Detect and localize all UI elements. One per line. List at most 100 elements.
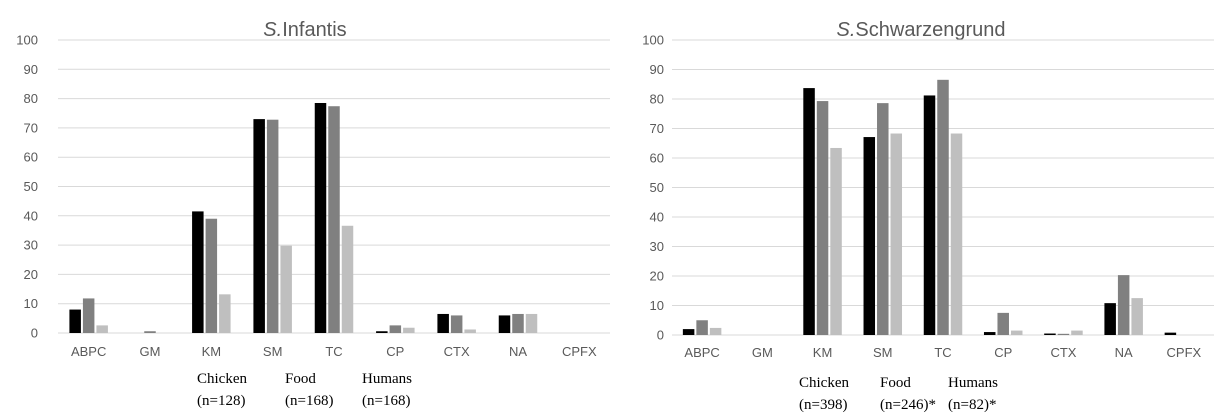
bar-humans-tc — [950, 133, 963, 335]
bar-humans-sm — [280, 245, 292, 333]
bar-chicken-na — [498, 315, 511, 333]
bar-chicken-sm — [863, 137, 876, 335]
series-label: Chicken — [197, 371, 247, 387]
bar-food-km — [816, 101, 829, 335]
y-tick-label: 0 — [31, 326, 38, 341]
chart-title-serovar: Infantis — [282, 19, 346, 41]
bar-food-cp — [389, 325, 402, 333]
bar-chicken-cpfx — [1164, 332, 1177, 335]
bar-chicken-km — [803, 88, 815, 336]
y-tick-label: 60 — [24, 150, 38, 165]
y-tick-label: 10 — [24, 296, 38, 311]
bar-chicken-tc — [923, 95, 936, 336]
y-tick-label: 40 — [24, 208, 38, 223]
bar-humans-na — [525, 313, 538, 333]
bar-humans-ctx — [464, 329, 476, 333]
x-tick-label: CPFX — [1167, 345, 1202, 360]
bar-food-tc — [937, 79, 949, 335]
bar-food-sm — [877, 103, 889, 335]
y-tick-label: 10 — [650, 298, 664, 313]
bar-chicken-ctx — [437, 313, 449, 333]
y-tick-label: 100 — [642, 33, 664, 48]
series-count-label: (n=168) — [362, 393, 410, 409]
series-count-label: (n=246)* — [880, 397, 936, 413]
bar-humans-sm — [890, 133, 903, 335]
x-tick-label: ABPC — [71, 344, 106, 359]
series-label: Humans — [362, 371, 412, 387]
bar-food-gm — [144, 331, 156, 333]
bar-food-ctx — [1057, 333, 1070, 335]
series-count-label: (n=128) — [197, 393, 245, 409]
bar-chicken-abpc — [682, 329, 695, 335]
y-tick-label: 90 — [650, 62, 664, 77]
bar-humans-abpc — [96, 325, 108, 333]
bar-humans-km — [219, 294, 231, 333]
x-tick-label: TC — [325, 344, 342, 359]
series-label: Food — [285, 371, 316, 387]
bar-humans-cp — [403, 327, 415, 333]
x-tick-label: NA — [1115, 345, 1133, 360]
y-tick-label: 50 — [24, 179, 38, 194]
bar-humans-cp — [1010, 330, 1023, 335]
x-tick-label: KM — [202, 344, 222, 359]
y-tick-label: 90 — [24, 62, 38, 77]
bar-food-cp — [997, 312, 1009, 335]
bar-chicken-cp — [983, 332, 996, 335]
chart-2: S.Schwarzengrund 0 10 20 30 40 50 60 70 80 90 100 AB… — [642, 19, 1214, 413]
bar-chicken-ctx — [1044, 333, 1056, 335]
bar-chicken-km — [192, 211, 204, 333]
y-tick-label: 100 — [16, 33, 38, 48]
y-tick-label: 50 — [650, 180, 664, 195]
bar-humans-tc — [341, 225, 354, 333]
y-tick-label: 80 — [650, 92, 664, 107]
chart-title: S.Schwarzengrund — [837, 19, 1006, 41]
x-tick-label: CTX — [1050, 345, 1076, 360]
bar-chicken-cp — [376, 331, 388, 333]
y-tick-label: 80 — [24, 91, 38, 106]
x-tick-label: CP — [386, 344, 404, 359]
series-count-label: (n=82)* — [948, 397, 996, 413]
bar-chicken-tc — [314, 102, 327, 334]
series-count-label: (n=398) — [799, 397, 847, 413]
bar-chicken-na — [1104, 303, 1116, 335]
y-tick-label: 40 — [650, 210, 664, 225]
chart-title-serovar: Schwarzengrund — [855, 19, 1005, 41]
x-tick-label: CPFX — [562, 344, 597, 359]
bar-chicken-abpc — [69, 309, 81, 333]
x-tick-label: KM — [813, 345, 833, 360]
y-tick-label: 30 — [650, 239, 664, 254]
x-tick-label: CP — [994, 345, 1012, 360]
y-tick-label: 0 — [657, 328, 664, 343]
x-tick-label: NA — [509, 344, 527, 359]
bar-food-ctx — [450, 315, 463, 333]
y-tick-label: 20 — [24, 267, 38, 282]
series-label: Food — [880, 375, 911, 391]
y-tick-label: 20 — [650, 269, 664, 284]
x-tick-label: SM — [263, 344, 283, 359]
bar-humans-na — [1131, 298, 1143, 335]
series-count-label: (n=168) — [285, 393, 333, 409]
y-tick-label: 60 — [650, 151, 664, 166]
bar-food-tc — [328, 106, 340, 333]
series-label: Humans — [948, 375, 998, 391]
x-tick-label: GM — [140, 344, 161, 359]
bar-chicken-sm — [253, 119, 265, 333]
chart-title-genus: S. — [263, 19, 282, 41]
x-tick-label: GM — [752, 345, 773, 360]
bar-food-na — [1117, 275, 1130, 335]
chart-title-genus: S. — [837, 19, 856, 41]
x-tick-label: CTX — [444, 344, 470, 359]
bar-food-abpc — [82, 298, 95, 333]
x-tick-label: TC — [934, 345, 951, 360]
chart-title: S.Infantis — [263, 19, 346, 41]
y-tick-label: 70 — [650, 121, 664, 136]
series-label: Chicken — [799, 375, 849, 391]
bar-humans-km — [830, 147, 842, 335]
bar-food-sm — [266, 119, 279, 333]
bar-humans-abpc — [709, 327, 722, 335]
y-tick-label: 30 — [24, 238, 38, 253]
bar-food-km — [205, 218, 218, 333]
bar-food-na — [512, 313, 524, 333]
x-tick-label: ABPC — [684, 345, 719, 360]
